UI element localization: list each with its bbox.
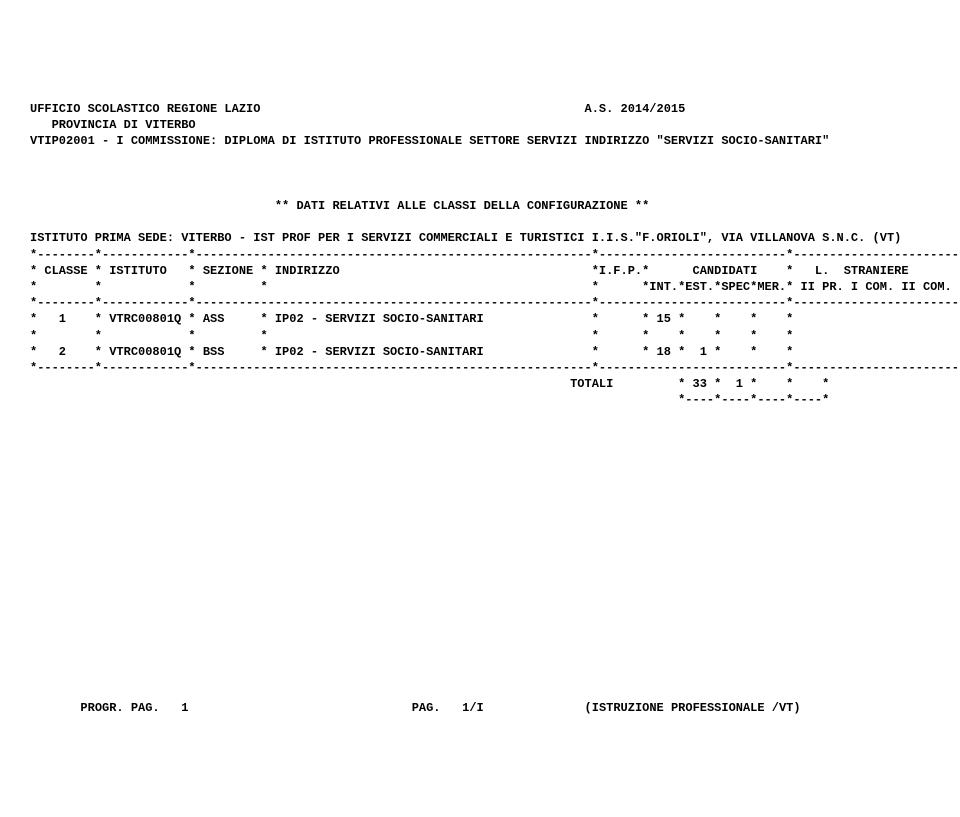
table-row: * 2 * VTRC00801Q * BSS * IP02 - SERVIZI … <box>30 345 960 359</box>
table-sep-top: *--------*------------*-----------------… <box>30 248 960 262</box>
office-line: UFFICIO SCOLASTICO REGIONE LAZIO A.S. 20… <box>30 102 685 116</box>
province-line: PROVINCIA DI VITERBO <box>30 118 196 132</box>
footer-line: PROGR. PAG. 1 PAG. 1/I (ISTRUZIONE PROFE… <box>30 701 801 715</box>
totals-line: TOTALI * 33 * 1 * * * <box>30 377 829 391</box>
config-title: ** DATI RELATIVI ALLE CLASSI DELLA CONFI… <box>30 199 649 213</box>
table-row: * 1 * VTRC00801Q * ASS * IP02 - SERVIZI … <box>30 312 960 326</box>
table-header-1: * CLASSE * ISTITUTO * SEZIONE * INDIRIZZ… <box>30 264 960 278</box>
institute-line: ISTITUTO PRIMA SEDE: VITERBO - IST PROF … <box>30 231 901 245</box>
commission-line: VTIP02001 - I COMMISSIONE: DIPLOMA DI IS… <box>30 134 829 148</box>
document-page: UFFICIO SCOLASTICO REGIONE LAZIO A.S. 20… <box>30 85 930 716</box>
table-header-2: * * * * * *INT.*EST.*SPEC*MER.* II PR. I… <box>30 280 960 294</box>
table-sep-mid: *--------*------------*-----------------… <box>30 296 960 310</box>
table-sep-bot: *--------*------------*-----------------… <box>30 361 960 375</box>
totals-dashes: *----*----*----*----* <box>30 393 829 407</box>
table-row-blank: * * * * * * * * * * * <box>30 329 960 343</box>
